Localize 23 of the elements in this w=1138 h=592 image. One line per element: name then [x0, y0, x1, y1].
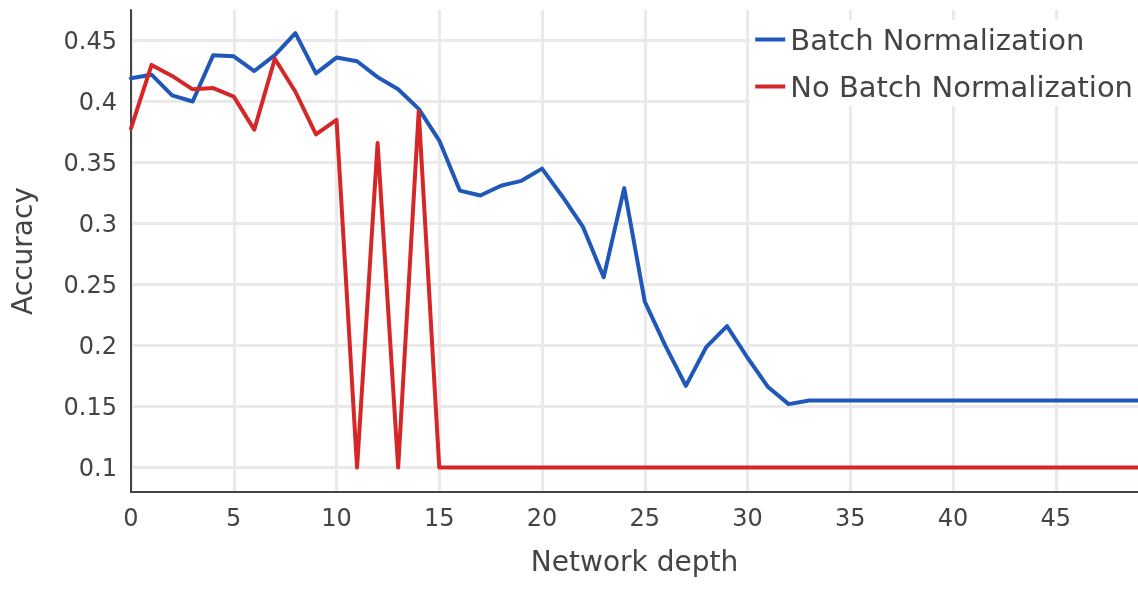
x-tick-label: 10 [321, 504, 352, 532]
y-tick-label: 0.2 [78, 331, 117, 360]
y-tick-label: 0.1 [78, 453, 117, 482]
x-axis-title: Network depth [530, 544, 739, 578]
y-tick-label: 0.45 [63, 26, 117, 55]
y-tick-label: 0.25 [63, 270, 117, 299]
x-tick-label: 25 [629, 504, 661, 532]
y-axis-title: Accuracy [5, 187, 39, 315]
legend-label: Batch Normalization [790, 22, 1085, 57]
legend-label: No Batch Normalization [790, 69, 1133, 104]
line-series [129, 56, 1138, 470]
y-tick-label: 0.35 [63, 148, 117, 177]
x-tick-label: 20 [526, 504, 558, 532]
x-tick-label: 45 [1040, 504, 1072, 532]
x-tick-label: 5 [226, 504, 242, 532]
x-tick-label: 30 [732, 504, 763, 532]
x-tick-label: 40 [937, 504, 969, 532]
x-tick-label: 35 [835, 504, 866, 532]
y-tick-label: 0.4 [78, 87, 117, 116]
y-tick-label: 0.15 [63, 392, 117, 421]
x-tick-label: 0 [123, 504, 139, 532]
x-tick-label: 15 [423, 504, 455, 532]
y-tick-label: 0.3 [78, 209, 117, 238]
